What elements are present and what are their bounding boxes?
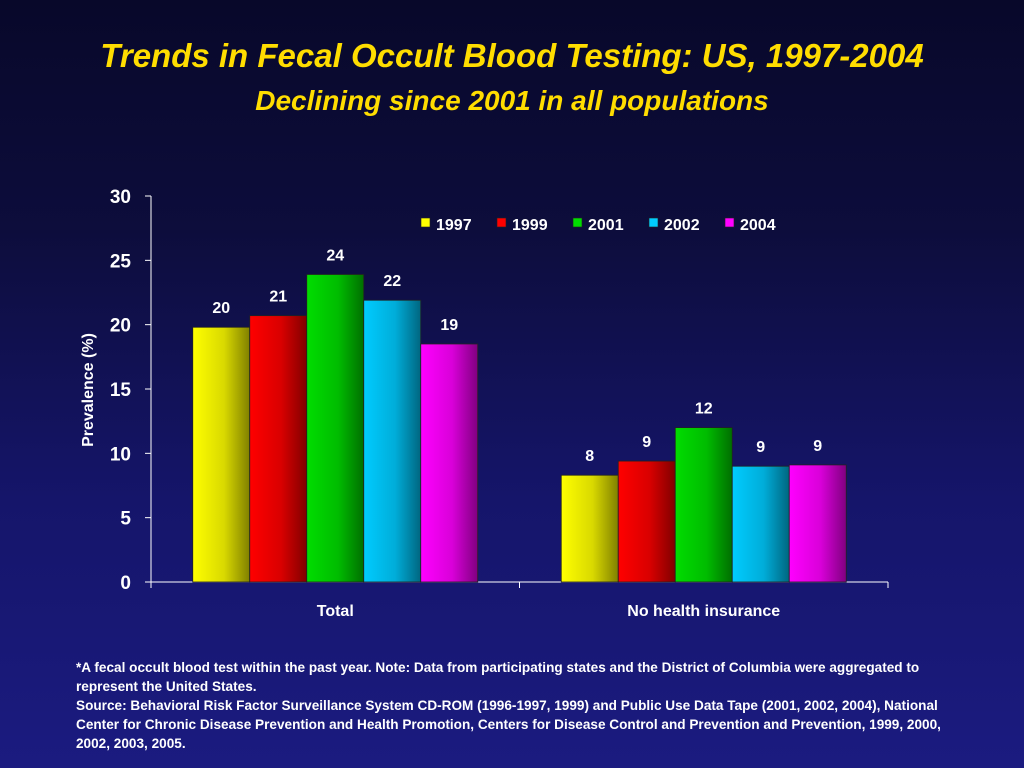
x-category-label: No health insurance — [627, 603, 780, 620]
bar-1997 — [192, 326, 251, 583]
data-label: 9 — [642, 434, 651, 451]
y-tick-label: 5 — [120, 509, 131, 530]
legend-swatch-1997 — [420, 217, 431, 228]
bar-1999 — [249, 315, 308, 583]
legend-label: 2002 — [664, 217, 700, 234]
data-label: 9 — [813, 438, 822, 455]
legend-swatch-2001 — [572, 217, 583, 228]
legend-label: 1997 — [436, 217, 472, 234]
y-tick-label: 20 — [110, 316, 131, 337]
data-label: 9 — [756, 439, 765, 456]
y-tick-label: 0 — [120, 573, 131, 594]
slide-subtitle: Declining since 2001 in all populations — [255, 85, 769, 116]
data-label: 20 — [212, 300, 230, 317]
bar-1997 — [560, 474, 619, 583]
bar-2001 — [306, 274, 365, 583]
bar-2004 — [788, 464, 847, 583]
footnote-text: *A fecal occult blood test within the pa… — [76, 660, 920, 694]
legend-swatch-2004 — [724, 217, 735, 228]
data-label: 12 — [695, 401, 713, 418]
y-axis-label: Prevalence (%) — [80, 333, 97, 447]
legend-swatch-2002 — [648, 217, 659, 228]
source-text: Source: Behavioral Risk Factor Surveilla… — [76, 698, 941, 751]
bar-2002 — [363, 299, 422, 583]
legend-swatch-1999 — [496, 217, 507, 228]
chart-legend: 1997 1999 2001 2002 2004 — [420, 217, 776, 234]
bar-2002 — [731, 465, 790, 583]
bar-2004 — [420, 343, 479, 583]
x-category-label: Total — [317, 603, 354, 620]
footnote-block: *A fecal occult blood test within the pa… — [76, 658, 956, 753]
legend-label: 2004 — [740, 217, 776, 234]
data-label: 8 — [585, 448, 594, 465]
bar-1999 — [617, 460, 676, 583]
slide-title: Trends in Fecal Occult Blood Testing: US… — [100, 37, 924, 74]
data-label: 19 — [440, 317, 458, 334]
legend-label: 1999 — [512, 217, 548, 234]
bar-2001 — [674, 427, 733, 583]
y-tick-label: 25 — [110, 251, 132, 272]
data-label: 24 — [326, 247, 344, 264]
chart-data-labels: 20 21 24 22 19 8 9 12 9 9 — [212, 247, 822, 465]
chart-bars — [192, 274, 847, 583]
data-label: 22 — [383, 273, 401, 290]
y-tick-label: 15 — [110, 380, 132, 401]
chart-axes: 0 5 10 15 20 25 30 Total No health insurance — [110, 187, 889, 620]
legend-label: 2001 — [588, 217, 624, 234]
y-tick-label: 10 — [110, 444, 131, 465]
y-tick-label: 30 — [110, 187, 131, 208]
data-label: 21 — [269, 289, 287, 306]
